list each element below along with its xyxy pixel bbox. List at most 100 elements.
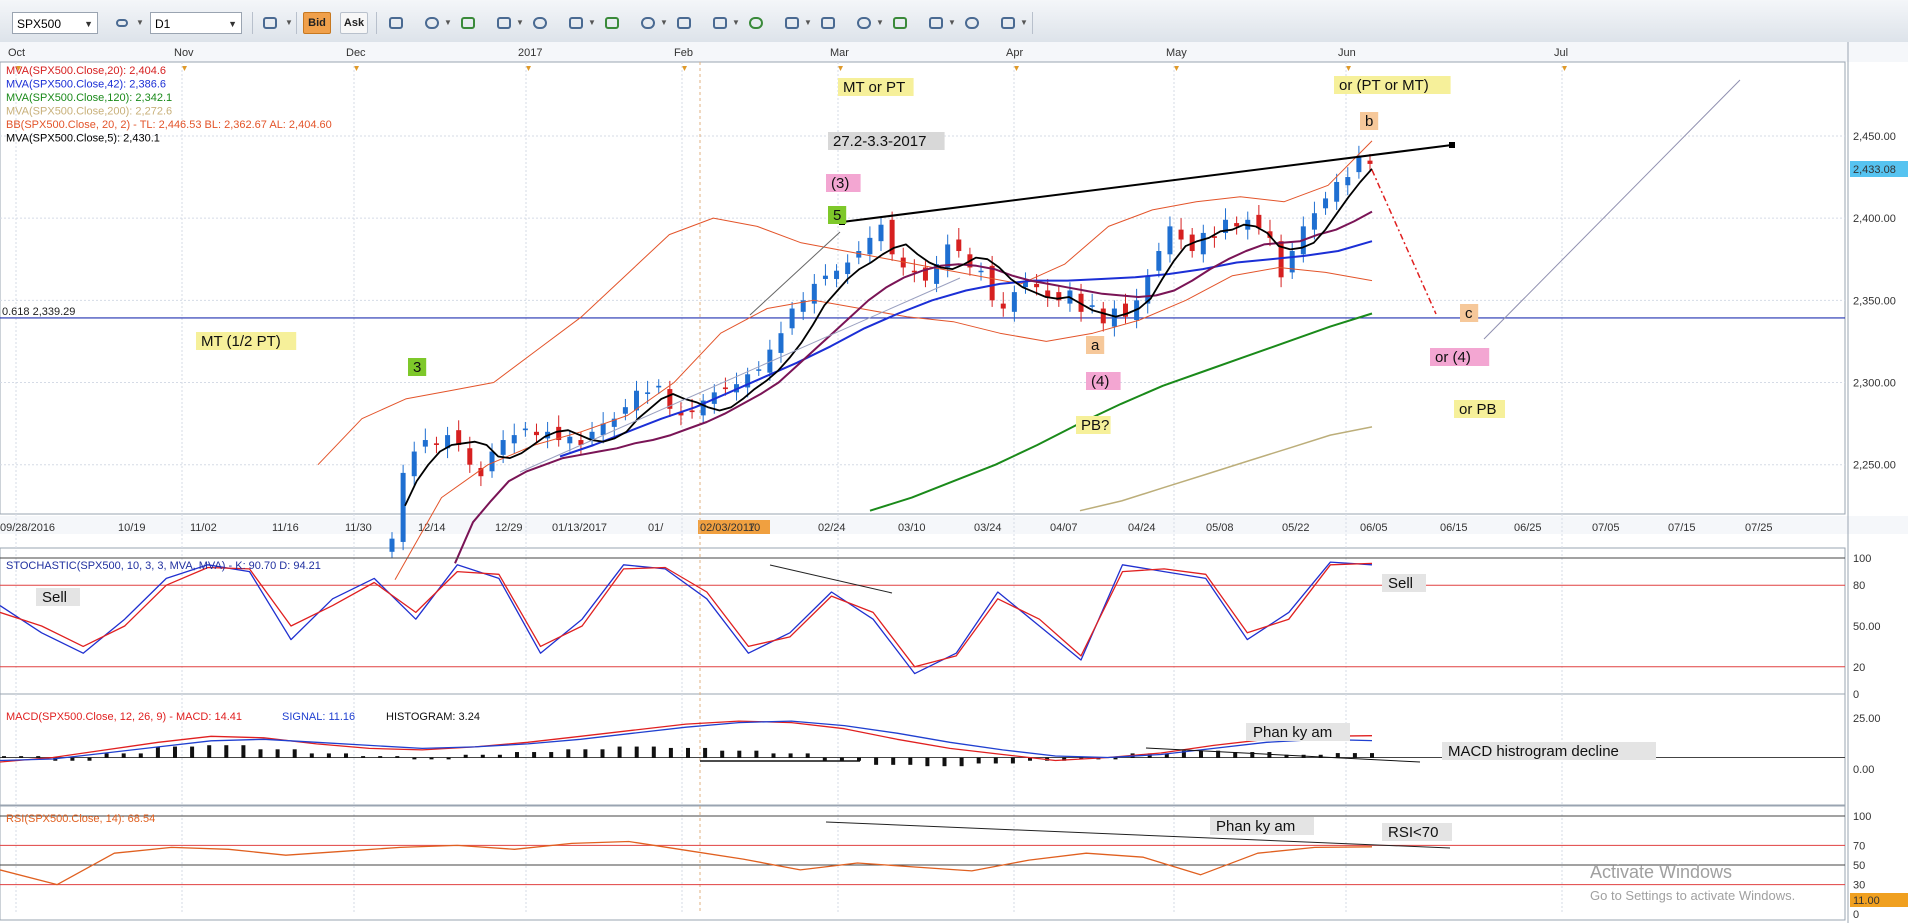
candle-body — [522, 428, 528, 431]
macd-histogram-bar — [1318, 754, 1323, 758]
legend-item-3: MVA(SPX500.Close,200): 2,272.6 — [6, 106, 172, 118]
lines-icon-glyph — [785, 17, 799, 29]
rsi-divergence-box — [1210, 817, 1314, 835]
chevron-down-icon[interactable]: ▼ — [136, 18, 144, 27]
chevron-down-icon[interactable]: ▼ — [285, 18, 293, 27]
pencil-icon[interactable] — [852, 12, 876, 34]
candle-body — [1323, 198, 1329, 209]
candle-body — [611, 418, 617, 427]
ruler-icon-glyph — [641, 17, 655, 29]
stoch-sell-right: Sell — [1388, 575, 1413, 592]
macd-histogram-bar — [292, 749, 297, 758]
cursor-icon-glyph — [497, 17, 511, 29]
candle-body — [634, 390, 639, 411]
last-price-tag — [1850, 161, 1908, 177]
macd-histogram-bar — [361, 756, 366, 758]
chevron-down-icon[interactable]: ▼ — [84, 19, 93, 29]
eraser-icon-glyph — [965, 17, 979, 29]
candle-body — [745, 374, 751, 388]
text-abc-icon[interactable] — [924, 12, 948, 34]
annotation-label-3: 5 — [833, 207, 841, 224]
zoom-out-icon[interactable] — [456, 12, 480, 34]
link-icon[interactable] — [110, 12, 134, 34]
stoch-divergence-line — [769, 564, 893, 594]
candle-body — [722, 387, 728, 390]
chart-type-icon[interactable] — [528, 12, 552, 34]
rsi-tick-label-0: 100 — [1853, 811, 1871, 823]
candle-body — [645, 392, 651, 395]
candle-body — [689, 410, 695, 413]
zoom-in-icon[interactable] — [420, 12, 444, 34]
chevron-down-icon[interactable]: ▼ — [732, 18, 740, 27]
tools-icon[interactable] — [744, 12, 768, 34]
chevron-down-icon[interactable]: ▼ — [588, 18, 596, 27]
chevron-down-icon[interactable]: ▼ — [804, 18, 812, 27]
macd-histogram-bar — [1010, 757, 1015, 764]
template-icon[interactable] — [708, 12, 732, 34]
chevron-down-icon[interactable]: ▼ — [516, 18, 524, 27]
globe-icon[interactable] — [600, 12, 624, 34]
month-marker-icon — [1014, 66, 1019, 71]
crosshair-icon[interactable] — [384, 12, 408, 34]
magnet-icon[interactable] — [564, 12, 588, 34]
candle-body — [478, 467, 484, 477]
chevron-down-icon[interactable]: ▼ — [948, 18, 956, 27]
fan-icon[interactable] — [816, 12, 840, 34]
candle-body — [667, 389, 673, 409]
tools-icon-glyph — [749, 17, 763, 29]
tree-icon-glyph — [1001, 17, 1015, 29]
candle-body — [822, 275, 828, 279]
date-axis-label-19: 06/15 — [1440, 522, 1468, 534]
chevron-down-icon[interactable]: ▼ — [228, 19, 237, 29]
month-marker-icon — [182, 66, 187, 71]
candle-body — [945, 244, 951, 268]
macd-histogram-bar — [720, 750, 725, 758]
chevron-down-icon[interactable]: ▼ — [444, 18, 452, 27]
bottom-date-axis — [0, 516, 1908, 534]
annotation-label-1: 27.2-3.3-2017 — [833, 133, 926, 150]
annotation-box-6 — [1086, 336, 1105, 354]
symbol-select[interactable]: SPX500 ▼ — [12, 12, 98, 34]
chevron-down-icon[interactable]: ▼ — [876, 18, 884, 27]
macd-histogram-bar — [566, 749, 571, 758]
macd-legend-hist: HISTOGRAM: 3.24 — [386, 711, 480, 723]
macd-histogram-bar — [839, 757, 844, 761]
candle-body — [589, 431, 595, 441]
date-axis-label-13: 03/24 — [974, 522, 1002, 534]
ma20-line — [454, 210, 1373, 564]
chevron-down-icon[interactable]: ▼ — [660, 18, 668, 27]
bid-button[interactable]: Bid — [303, 12, 331, 34]
ma200-line — [1079, 426, 1373, 512]
candle-body — [1145, 275, 1151, 304]
tree-icon[interactable] — [996, 12, 1020, 34]
macd-histogram-bar — [788, 753, 793, 758]
candle-body — [500, 440, 506, 455]
month-marker-icon — [526, 66, 531, 71]
cursor-icon[interactable] — [492, 12, 516, 34]
chart-window-icon[interactable] — [258, 12, 282, 34]
image-icon[interactable] — [672, 12, 696, 34]
chart-area[interactable]: Oct Nov Dec 2017 Feb Mar Apr May Jun Jul 2,450.00 2… — [0, 42, 1908, 923]
rsi-level-box — [1382, 823, 1452, 841]
last-price-value: 2,433.08 — [1853, 164, 1896, 176]
timeframe-select[interactable]: D1 ▼ — [150, 12, 242, 34]
lines-icon[interactable] — [780, 12, 804, 34]
rsi-value-tag-label: 11.00 — [1853, 895, 1880, 907]
chevron-down-icon[interactable]: ▼ — [1020, 18, 1028, 27]
macd-histogram-bar — [805, 753, 810, 758]
ask-button[interactable]: Ask — [340, 12, 368, 34]
candle-body — [934, 264, 940, 284]
candle-body — [1000, 303, 1006, 309]
date-axis-label-12: 03/10 — [898, 522, 926, 534]
date-axis-label-14: 04/07 — [1050, 522, 1078, 534]
macd-histogram-bar — [822, 757, 827, 761]
stoch-tick-label-2: 50.00 — [1853, 621, 1881, 633]
macd-histogram-bar — [925, 757, 930, 767]
shapes-icon[interactable] — [888, 12, 912, 34]
macd-histogram-bar — [104, 753, 109, 758]
candle-body — [845, 262, 851, 275]
stoch-d-line — [0, 562, 1373, 668]
ruler-icon[interactable] — [636, 12, 660, 34]
annotation-box-3 — [828, 206, 847, 224]
eraser-icon[interactable] — [960, 12, 984, 34]
